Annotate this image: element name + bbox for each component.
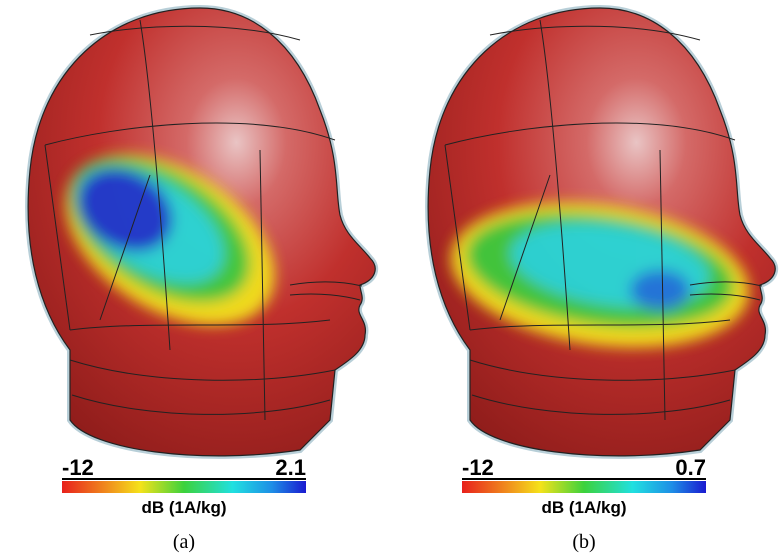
mesh-line bbox=[499, 174, 551, 321]
mesh-line bbox=[89, 25, 301, 41]
mesh-line bbox=[689, 293, 761, 301]
colorbar-unit: dB (1A/kg) bbox=[542, 498, 627, 517]
field-region bbox=[630, 270, 690, 310]
mesh-line bbox=[69, 319, 331, 331]
colorbar bbox=[462, 481, 706, 493]
mesh-line bbox=[539, 19, 571, 351]
mesh bbox=[44, 19, 363, 421]
colorbar-min: -12 bbox=[62, 455, 94, 480]
mesh bbox=[444, 19, 763, 421]
panel: -12 0.7 dB (1A/kg) (b) bbox=[425, 4, 779, 553]
colorbar-max: 0.7 bbox=[675, 455, 706, 480]
mesh-line bbox=[69, 359, 336, 381]
mesh-line bbox=[139, 19, 171, 351]
field-map bbox=[65, 154, 275, 326]
mesh-line bbox=[444, 122, 736, 146]
mesh-line bbox=[289, 281, 363, 287]
colorbar bbox=[62, 481, 306, 493]
mesh-line bbox=[471, 394, 731, 415]
mesh-line bbox=[289, 293, 361, 301]
colorbar-unit: dB (1A/kg) bbox=[142, 498, 227, 517]
mesh-line bbox=[444, 144, 471, 331]
mesh-line bbox=[71, 394, 331, 415]
mesh-line bbox=[44, 144, 71, 331]
colorbar-min: -12 bbox=[462, 455, 494, 480]
mesh-line bbox=[469, 319, 731, 331]
mesh-line bbox=[689, 281, 763, 287]
panel-label: (b) bbox=[572, 531, 595, 553]
field-region bbox=[77, 168, 173, 252]
mesh-line bbox=[99, 174, 151, 321]
mesh-line bbox=[44, 122, 336, 146]
field-map bbox=[451, 202, 749, 348]
colorbar-max: 2.1 bbox=[275, 455, 306, 480]
mesh-line bbox=[659, 149, 666, 421]
panel: -12 2.1 dB (1A/kg) (a) bbox=[25, 4, 379, 553]
mesh-line bbox=[489, 25, 701, 41]
mesh-line bbox=[469, 359, 736, 381]
panel-label: (a) bbox=[173, 531, 195, 553]
mesh-line bbox=[259, 149, 266, 421]
